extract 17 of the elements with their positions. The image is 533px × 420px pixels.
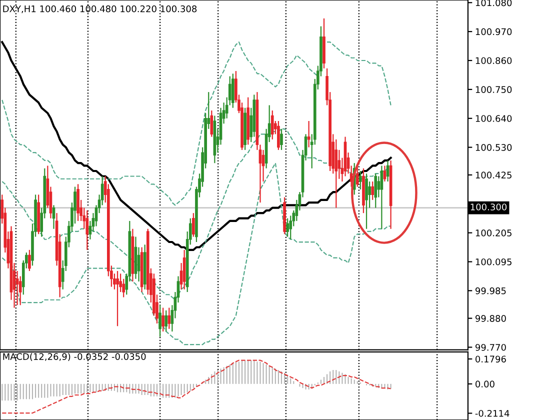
chart-title: MACD(12,26,9) -0.0352 -0.0350	[3, 352, 146, 362]
y-tick-label: -0.2114	[475, 410, 510, 417]
y-tick-label: 100.205	[476, 230, 512, 236]
text: DXY,H1 100.460 100.480 100.220 100.308	[3, 5, 197, 14]
y-tick-label: 100.640	[476, 115, 512, 122]
y-tick-label: 100.750	[476, 86, 512, 93]
y-tick-label: 0.1796	[476, 356, 506, 363]
y-tick-label: 100.860	[476, 57, 512, 64]
ref-line-label: 100.300	[470, 204, 507, 210]
y-tick-label: 100.970	[476, 28, 512, 36]
y-tick-label: 99.880	[475, 315, 506, 322]
y-tick-label: 100.425	[476, 172, 512, 178]
y-tick-label: 100.530	[476, 144, 512, 151]
y-tick-label: 100.095	[476, 258, 512, 266]
y-tick-label: 0.00	[476, 380, 494, 388]
y-tick-label: 99.985	[475, 287, 506, 294]
y-tick-label: 99.770	[475, 344, 506, 351]
